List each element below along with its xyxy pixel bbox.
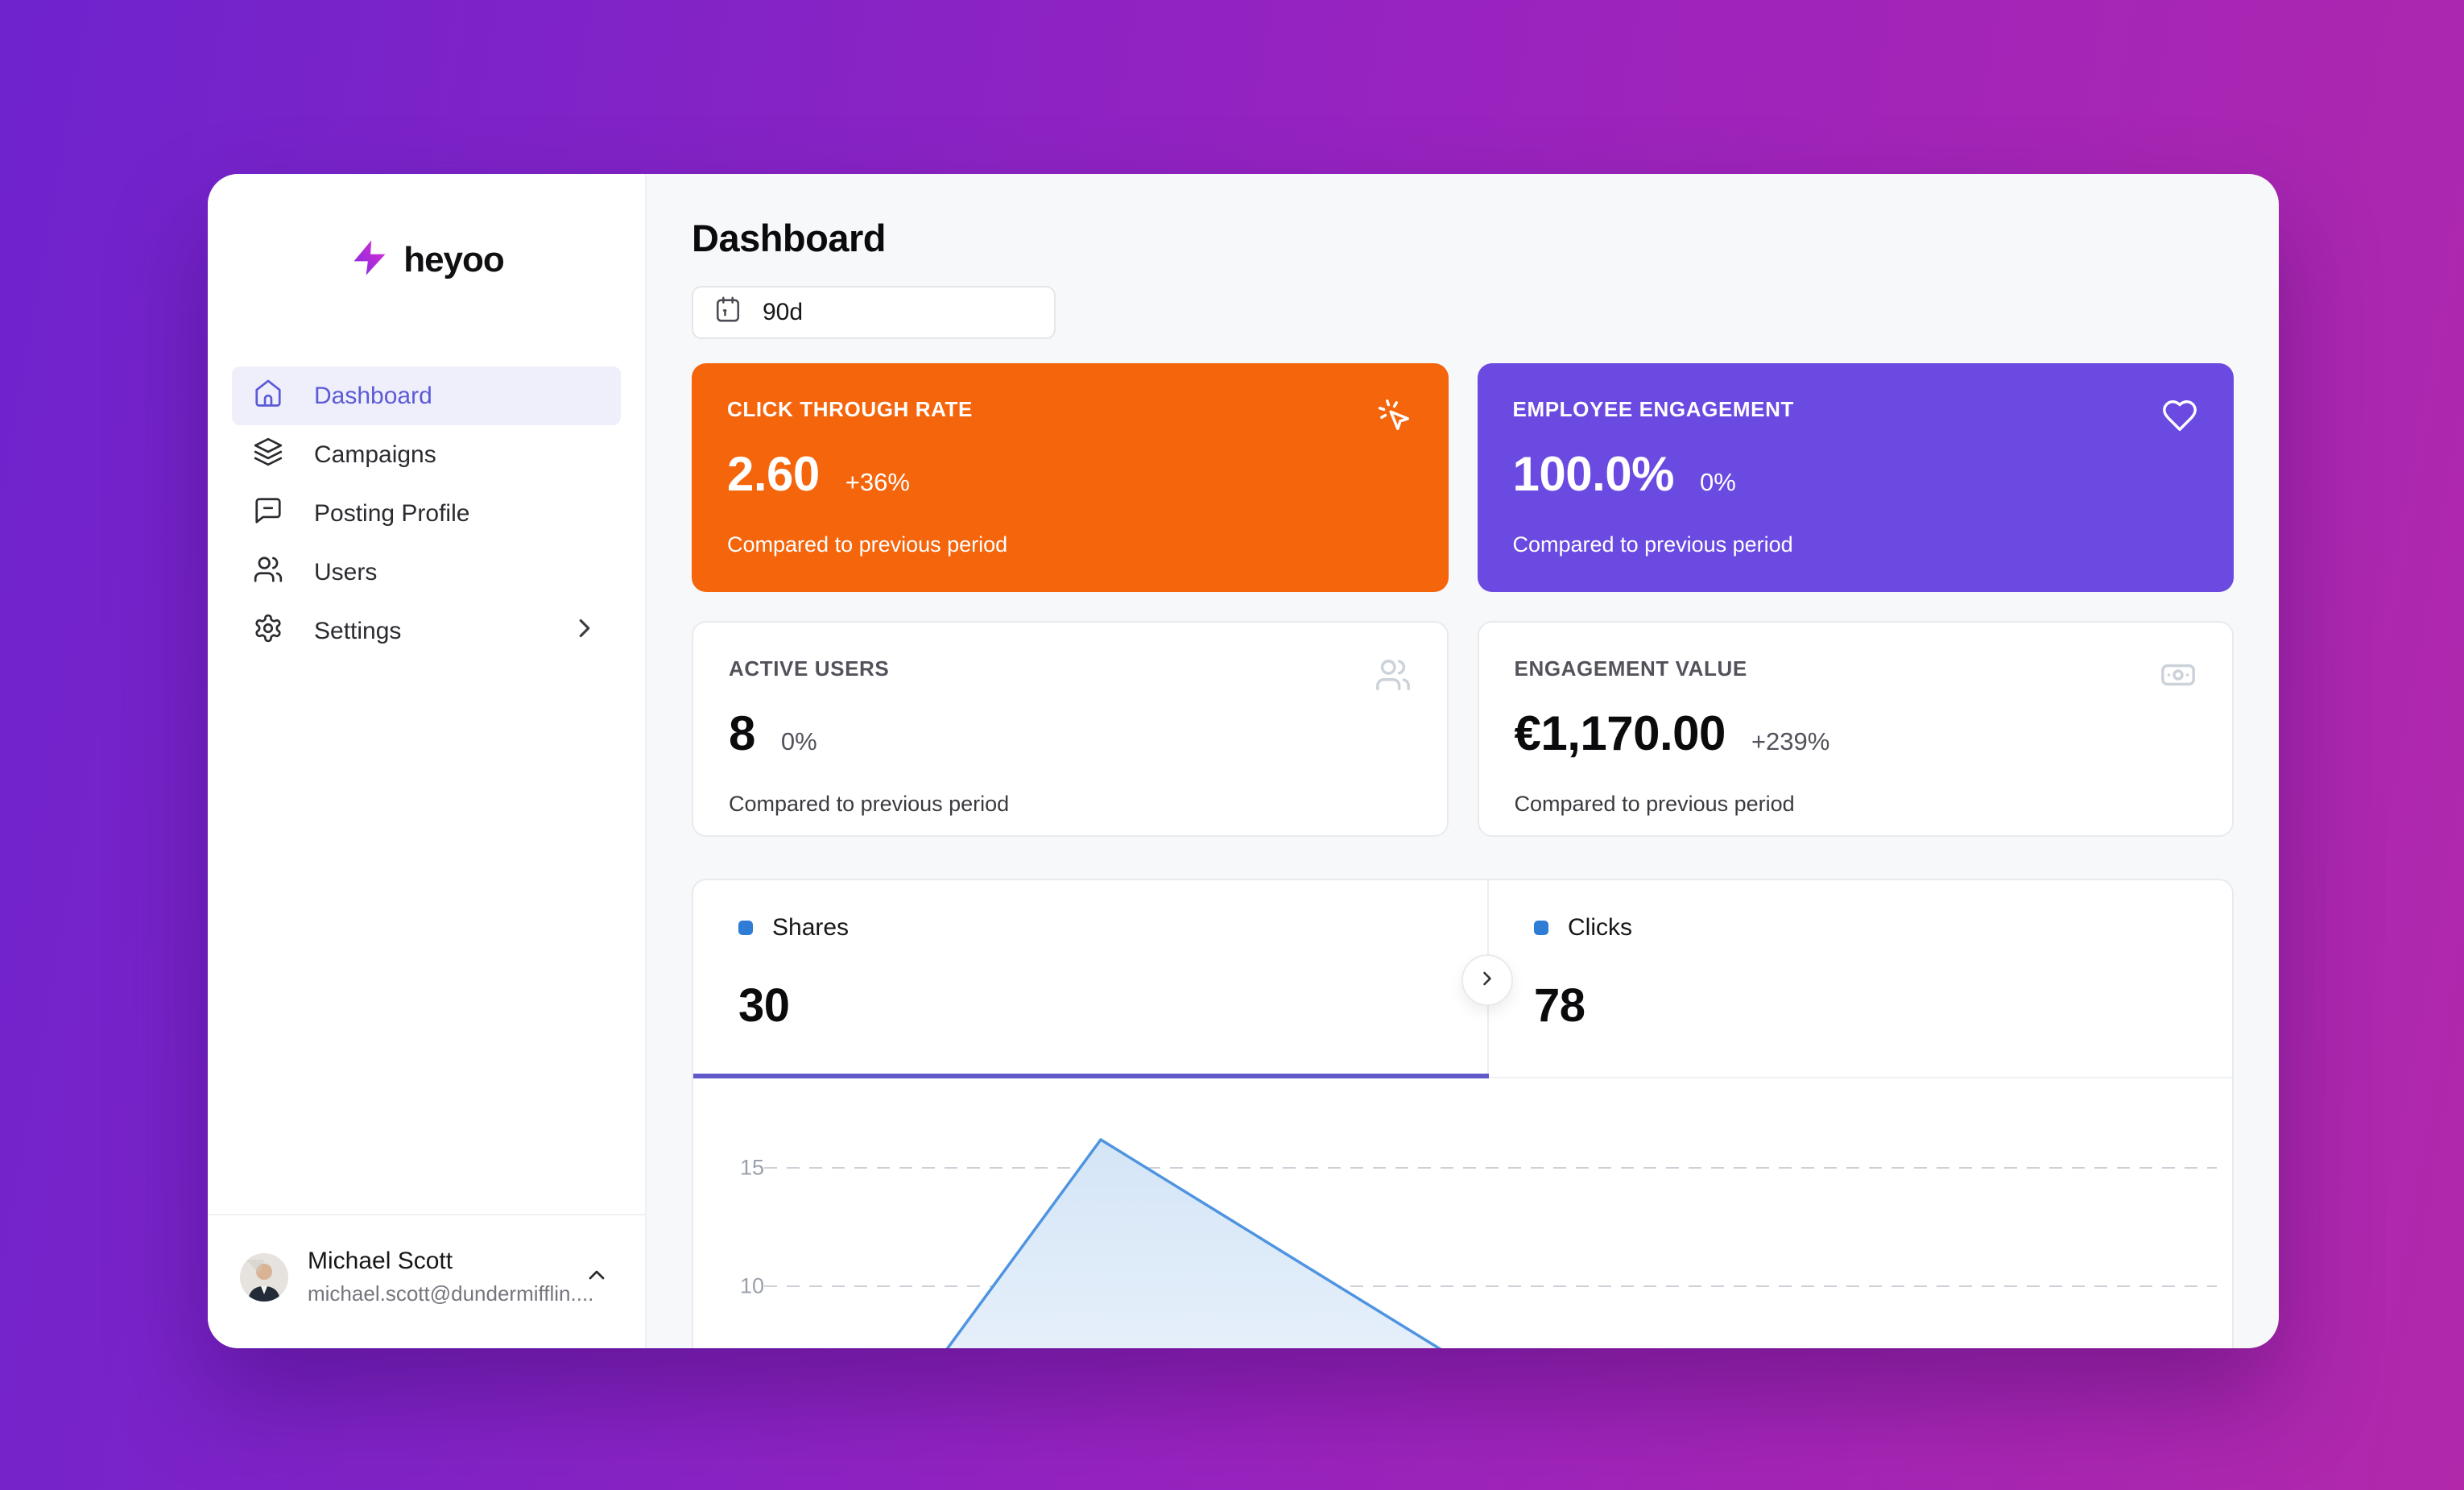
- stat-delta: 0%: [780, 727, 817, 755]
- chevron-up-icon: [584, 1262, 610, 1292]
- stat-subtext: Compared to previous period: [1514, 792, 1795, 816]
- y-axis-tick: 10: [739, 1273, 764, 1298]
- stat-value: €1,170.00: [1514, 706, 1726, 760]
- sidebar-item-dashboard[interactable]: Dashboard: [232, 366, 621, 425]
- tab-label: Clicks: [1568, 914, 1632, 941]
- logo: heyoo: [208, 174, 645, 283]
- tab-value: 30: [738, 979, 790, 1032]
- stat-label: CLICK THROUGH RATE: [727, 397, 973, 421]
- home-icon: [253, 378, 283, 415]
- sidebar-item-campaigns[interactable]: Campaigns: [232, 425, 621, 484]
- user-name: Michael Scott: [308, 1248, 453, 1274]
- stat-label: EMPLOYEE ENGAGEMENT: [1512, 397, 1794, 421]
- stat-subtext: Compared to previous period: [727, 532, 1008, 557]
- sidebar-item-label: Posting Profile: [314, 499, 470, 527]
- stat-value: 100.0%: [1512, 447, 1675, 501]
- sidebar-item-users[interactable]: Users: [232, 543, 621, 602]
- users-icon: [253, 554, 283, 591]
- chart-canvas: [764, 1138, 2217, 1348]
- stat-label: ACTIVE USERS: [729, 656, 890, 681]
- stat-card-active-users: ACTIVE USERS 8 0% Compared to previous p…: [692, 621, 1449, 837]
- stat-value: 2.60: [727, 447, 820, 501]
- layers-icon: [253, 437, 283, 474]
- sidebar-nav: Dashboard Campaigns Posting Profile User…: [208, 366, 645, 660]
- users-icon: [1375, 656, 1412, 697]
- stat-card-click-through-rate: CLICK THROUGH RATE 2.60 +36% Compared to…: [692, 363, 1449, 592]
- chevron-right-icon: [569, 613, 600, 650]
- tabs-next-button[interactable]: [1461, 954, 1513, 1006]
- sidebar-item-settings[interactable]: Settings: [232, 602, 621, 660]
- stat-card-employee-engagement: EMPLOYEE ENGAGEMENT 100.0% 0% Compared t…: [1477, 363, 2234, 592]
- chart-card: Shares 30 Clicks 78: [692, 879, 2234, 1348]
- stat-delta: +239%: [1751, 727, 1830, 755]
- logo-text: heyoo: [403, 239, 505, 279]
- area-chart: 15 10: [693, 1078, 2232, 1348]
- stat-cards-row-1: CLICK THROUGH RATE 2.60 +36% Compared to…: [692, 363, 2234, 837]
- y-axis-tick: 15: [739, 1155, 764, 1180]
- message-square-icon: [253, 495, 283, 532]
- app-window: heyoo Dashboard Campaigns Posting Profil…: [208, 174, 2279, 1348]
- sidebar-item-label: Users: [314, 558, 378, 586]
- stat-card-engagement-value: ENGAGEMENT VALUE €1,170.00 +239% Compare…: [1477, 621, 2234, 837]
- date-range-select[interactable]: 90d: [692, 286, 1056, 339]
- active-tab-underline: [693, 1074, 1489, 1078]
- heart-icon: [2161, 397, 2198, 438]
- bolt-logo-icon: [349, 237, 391, 283]
- chart-tabs: Shares 30 Clicks 78: [693, 880, 2232, 1078]
- user-profile-menu[interactable]: Michael Scott michael.scott@dundermiffli…: [208, 1214, 645, 1348]
- avatar: [240, 1252, 288, 1302]
- date-range-value: 90d: [763, 299, 804, 325]
- user-email: michael.scott@dundermifflin....: [308, 1281, 594, 1306]
- tab-clicks[interactable]: Clicks 78: [1487, 880, 2232, 1077]
- sidebar: heyoo Dashboard Campaigns Posting Profil…: [208, 174, 647, 1348]
- clicks-legend-bullet: [1534, 921, 1548, 935]
- cursor-click-icon: [1376, 397, 1413, 438]
- sidebar-item-label: Dashboard: [314, 382, 432, 409]
- tab-shares[interactable]: Shares 30: [693, 880, 1489, 1078]
- sidebar-item-label: Campaigns: [314, 441, 436, 468]
- chevron-right-icon: [1476, 967, 1499, 994]
- stat-delta: +36%: [845, 468, 910, 496]
- stat-label: ENGAGEMENT VALUE: [1514, 656, 1747, 681]
- main-content: Dashboard 90d CLICK THROUGH RATE 2.60 +3…: [647, 174, 2279, 1348]
- page-title: Dashboard: [692, 217, 887, 259]
- stat-subtext: Compared to previous period: [1512, 532, 1793, 557]
- tab-label: Shares: [772, 914, 850, 941]
- stat-value: 8: [729, 706, 755, 760]
- sidebar-item-label: Settings: [314, 617, 402, 644]
- user-meta: Michael Scott michael.scott@dundermiffli…: [308, 1248, 594, 1306]
- calendar-icon: [714, 296, 742, 329]
- shares-legend-bullet: [738, 921, 753, 935]
- stat-delta: 0%: [1700, 468, 1736, 496]
- stat-subtext: Compared to previous period: [729, 792, 1010, 816]
- banknote-icon: [2160, 656, 2197, 697]
- gear-icon: [253, 613, 283, 650]
- shares-area-series: [945, 1138, 1442, 1348]
- sidebar-item-posting-profile[interactable]: Posting Profile: [232, 484, 621, 543]
- tab-value: 78: [1534, 979, 1585, 1032]
